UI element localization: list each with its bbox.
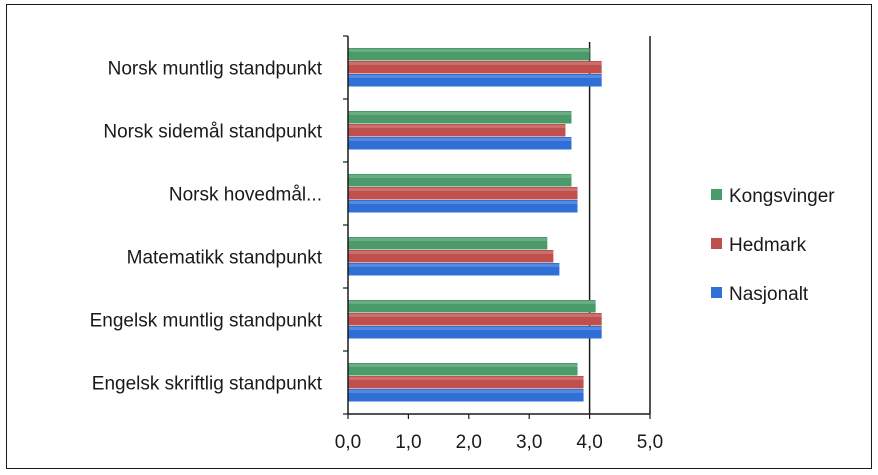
bar-nasjonalt-5 <box>348 389 584 402</box>
bar-highlight-kongsvinger-4 <box>348 301 596 304</box>
legend-label-nasjonalt: Nasjonalt <box>729 284 809 305</box>
bar-highlight-nasjonalt-1 <box>348 138 572 141</box>
legend-swatch-hedmark <box>711 238 722 249</box>
bar-highlight-hedmark-3 <box>348 251 554 254</box>
bar-highlight-hedmark-4 <box>348 314 602 317</box>
bar-highlight-kongsvinger-1 <box>348 112 572 115</box>
category-label: Norsk sidemål standpunkt <box>103 122 322 143</box>
bar-kongsvinger-5 <box>348 363 578 376</box>
bar-kongsvinger-0 <box>348 48 590 61</box>
bar-highlight-nasjonalt-0 <box>348 75 602 78</box>
x-tick-label: 4,0 <box>576 432 602 453</box>
bar-highlight-kongsvinger-3 <box>348 238 548 241</box>
bar-kongsvinger-4 <box>348 300 596 313</box>
bar-highlight-hedmark-1 <box>348 125 566 128</box>
bar-highlight-hedmark-0 <box>348 62 602 65</box>
x-tick-label: 3,0 <box>516 432 542 453</box>
x-tick-label: 5,0 <box>637 432 663 453</box>
bar-highlight-nasjonalt-3 <box>348 264 560 267</box>
bar-hedmark-3 <box>348 250 554 263</box>
bar-highlight-nasjonalt-2 <box>348 201 578 204</box>
bar-nasjonalt-4 <box>348 326 602 339</box>
legend-swatch-kongsvinger <box>711 189 722 200</box>
bar-highlight-kongsvinger-5 <box>348 364 578 367</box>
bar-kongsvinger-3 <box>348 237 548 250</box>
bar-hedmark-0 <box>348 61 602 74</box>
legend-label-hedmark: Hedmark <box>729 235 807 256</box>
category-label: Engelsk muntlig standpunkt <box>90 311 323 332</box>
bar-nasjonalt-3 <box>348 263 560 276</box>
category-label: Norsk hovedmål... <box>169 185 322 206</box>
category-label: Matematikk standpunkt <box>127 248 323 269</box>
bar-hedmark-1 <box>348 124 566 137</box>
bar-highlight-kongsvinger-0 <box>348 49 590 52</box>
bar-kongsvinger-2 <box>348 174 572 187</box>
bar-highlight-nasjonalt-4 <box>348 327 602 330</box>
x-tick-label: 1,0 <box>395 432 421 453</box>
bar-nasjonalt-1 <box>348 137 572 150</box>
category-label: Norsk muntlig standpunkt <box>108 59 323 80</box>
bar-highlight-nasjonalt-5 <box>348 390 584 393</box>
x-tick-label: 0,0 <box>335 432 361 453</box>
category-label: Engelsk skriftlig standpunkt <box>92 374 323 395</box>
legend-swatch-nasjonalt <box>711 287 722 298</box>
bar-kongsvinger-1 <box>348 111 572 124</box>
legend-label-kongsvinger: Kongsvinger <box>729 186 835 207</box>
bar-hedmark-5 <box>348 376 584 389</box>
x-tick-label: 2,0 <box>456 432 482 453</box>
bar-highlight-kongsvinger-2 <box>348 175 572 178</box>
bar-hedmark-4 <box>348 313 602 326</box>
bar-nasjonalt-2 <box>348 200 578 213</box>
bar-highlight-hedmark-5 <box>348 377 584 380</box>
bar-nasjonalt-0 <box>348 74 602 87</box>
bar-highlight-hedmark-2 <box>348 188 578 191</box>
bar-hedmark-2 <box>348 187 578 200</box>
